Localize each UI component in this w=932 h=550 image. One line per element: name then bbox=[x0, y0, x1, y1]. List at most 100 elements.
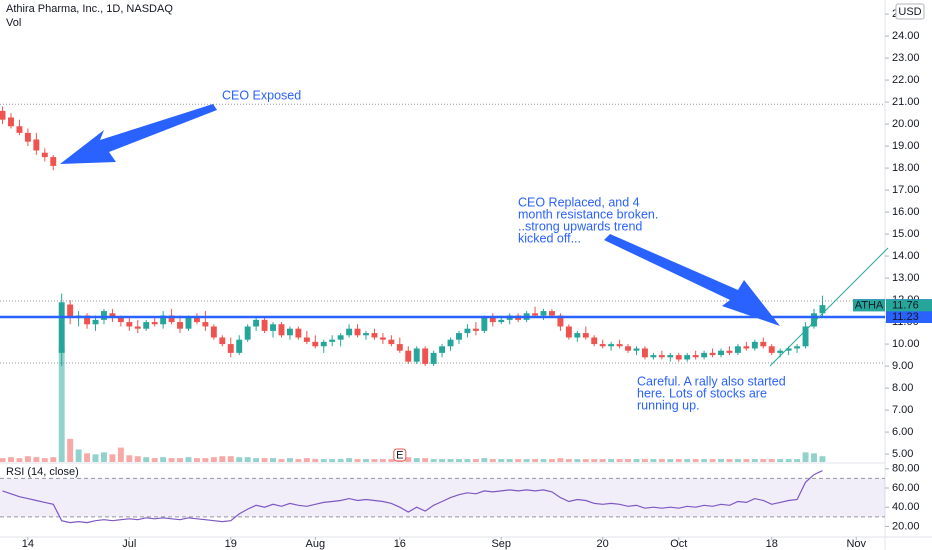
currency[interactable]: USD bbox=[898, 6, 921, 18]
volume-bar bbox=[422, 458, 429, 462]
candle-body bbox=[270, 324, 276, 331]
candle-body bbox=[8, 117, 14, 127]
volume-bar bbox=[625, 459, 631, 462]
volume-bar bbox=[751, 459, 758, 462]
candle-body bbox=[337, 335, 344, 340]
volume-bar bbox=[388, 459, 395, 462]
volume-bar bbox=[591, 459, 598, 462]
candle-body bbox=[379, 337, 386, 340]
volume-bar bbox=[270, 458, 276, 462]
volume-bar bbox=[177, 458, 184, 462]
volume-bar bbox=[472, 459, 479, 462]
volume-bar bbox=[101, 452, 107, 462]
volume-bar bbox=[785, 459, 792, 462]
annotation: ..strong upwards trend bbox=[518, 219, 642, 233]
volume-bar bbox=[532, 459, 539, 462]
candle-body bbox=[354, 328, 361, 336]
candle-body bbox=[422, 348, 429, 364]
candle-body bbox=[84, 315, 91, 325]
y-tick-label: 17.00 bbox=[892, 184, 920, 196]
x-tick-label: Nov bbox=[846, 538, 866, 550]
candle-body bbox=[134, 326, 141, 329]
volume-bar bbox=[67, 438, 74, 462]
y-tick-label: 9.00 bbox=[892, 360, 913, 372]
candle-body bbox=[117, 317, 124, 323]
annotation: Careful. A rally also started bbox=[637, 374, 786, 388]
currency-box[interactable] bbox=[895, 3, 925, 20]
candle-body bbox=[413, 348, 420, 362]
candle-body bbox=[371, 333, 378, 338]
annotation: CEO Exposed bbox=[222, 88, 301, 102]
candle-body bbox=[751, 341, 758, 349]
candle-body bbox=[261, 319, 268, 331]
y-tick-label: 15.00 bbox=[892, 228, 920, 240]
volume-bar bbox=[777, 459, 784, 462]
volume-bar bbox=[709, 459, 716, 462]
price-tag bbox=[886, 299, 932, 312]
candle-body bbox=[151, 322, 158, 325]
candle-body bbox=[667, 355, 674, 358]
candle-body bbox=[168, 315, 175, 323]
arrow bbox=[60, 104, 217, 164]
price-axis-bg bbox=[885, 0, 932, 550]
volume-bar bbox=[658, 459, 665, 462]
x-tick-label: 18 bbox=[766, 538, 778, 550]
volume-bar bbox=[599, 459, 606, 462]
candle-body bbox=[50, 157, 57, 166]
candle-body bbox=[303, 337, 310, 342]
volume-bar bbox=[168, 458, 175, 462]
rsi-label: RSI (14, close) bbox=[6, 466, 79, 478]
y-tick-label: 24.00 bbox=[892, 30, 920, 42]
volume-bar bbox=[337, 459, 344, 462]
candle-body bbox=[709, 352, 716, 356]
candle-body bbox=[185, 317, 192, 329]
candle-body bbox=[219, 337, 226, 345]
volume-bar bbox=[371, 459, 378, 462]
trend-line bbox=[769, 247, 889, 367]
candle-body bbox=[777, 350, 784, 353]
volume-bar bbox=[50, 457, 57, 462]
candle-body bbox=[253, 319, 260, 327]
candle-body bbox=[760, 341, 767, 347]
candle-body bbox=[160, 315, 167, 325]
volume-bar bbox=[219, 456, 226, 462]
candle-body bbox=[312, 341, 319, 347]
volume-bar bbox=[295, 459, 302, 462]
candle-body bbox=[802, 326, 809, 347]
earnings-label: E bbox=[396, 449, 403, 461]
volume-bar bbox=[405, 457, 412, 462]
candle-body bbox=[472, 328, 479, 331]
candle-body bbox=[202, 322, 209, 327]
volume-bar bbox=[616, 459, 623, 462]
annotation: here. Lots of stocks are bbox=[637, 386, 767, 400]
volume-bar bbox=[523, 459, 530, 462]
candle-body bbox=[456, 333, 462, 340]
volume-bar bbox=[515, 459, 522, 462]
price-tag-label: 11.23 bbox=[892, 311, 919, 323]
x-tick-label: 19 bbox=[225, 538, 237, 550]
candle-body bbox=[396, 344, 403, 351]
candle-body bbox=[658, 355, 665, 358]
volume-bar bbox=[760, 459, 767, 462]
candle-body bbox=[633, 348, 640, 351]
volume-bar bbox=[160, 457, 167, 462]
candle-body bbox=[498, 319, 505, 323]
candle-body bbox=[574, 333, 581, 338]
volume-bar bbox=[498, 459, 505, 462]
volume-bar bbox=[811, 453, 817, 462]
candle-body bbox=[24, 132, 31, 142]
volume-bar bbox=[802, 452, 809, 462]
volume-bar bbox=[718, 459, 724, 462]
candle-body bbox=[701, 352, 708, 358]
candle-body bbox=[557, 315, 564, 327]
volume-bar bbox=[303, 458, 310, 462]
volume-bar bbox=[134, 456, 141, 462]
volume-bar bbox=[819, 456, 826, 462]
candle-body bbox=[329, 339, 336, 342]
rsi-band bbox=[0, 478, 885, 517]
candle-body bbox=[481, 317, 488, 331]
x-tick-label: 20 bbox=[597, 538, 609, 550]
earnings-marker bbox=[393, 448, 407, 462]
volume-bar bbox=[261, 458, 268, 462]
volume-bar bbox=[565, 459, 572, 462]
